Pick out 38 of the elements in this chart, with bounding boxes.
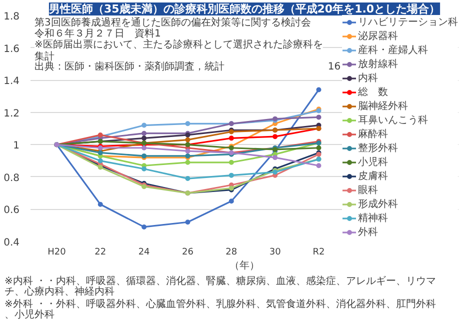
y-tick-label: 1.8 [4, 12, 20, 22]
y-tick-label: 0.8 [4, 172, 20, 184]
legend-label: 産科・産婦人科 [358, 44, 428, 57]
y-tick-label: 0.4 [4, 238, 20, 248]
legend-label: 放射線科 [358, 58, 398, 71]
x-tick-label: 28 [226, 248, 238, 258]
y-tick-label: 1.6 [4, 44, 20, 55]
text: 16 [328, 62, 341, 72]
x-tick-label: 30 [269, 248, 282, 258]
x-tick-label: H20 [48, 248, 66, 258]
legend-label: 泌尿器科 [358, 30, 398, 43]
text: ※外科 ・・外科、呼吸器外科、心臓血管外科、乳腺外科、気管食道外科、消化器外科、肛門外科、小児外科 [4, 298, 436, 320]
annotation: 出典：医師・歯科医師・薬剤師調査，統計 [34, 60, 224, 72]
legend-label: 総 数 [358, 86, 388, 99]
x-tick-label: 22 [94, 248, 106, 258]
y-tick-label: 1.4 [4, 76, 20, 88]
legend-label: 脳神経外科 [358, 100, 408, 113]
x-tick-label: R2 [312, 248, 325, 258]
legend-label: 皮膚科 [358, 170, 388, 183]
legend-label: リハビリテーション科 [358, 16, 458, 29]
legend-label: 眼科 [358, 184, 378, 197]
text: ※内科 ・・内科、呼吸器、循環器、消化器、腎臓、糖尿病、血液、感染症、アレルギー、リウマチ、心療内科、神経内科 [4, 275, 436, 298]
legend-label: 内科 [358, 72, 378, 85]
legend-label: 麻酔科 [358, 128, 388, 141]
y-tick-label: 0.6 [4, 205, 20, 216]
x-tick-label: 26 [182, 248, 194, 258]
annotation: 令和６年３月２７日 資料1 [34, 28, 161, 40]
legend-label: 耳鼻いんこう科 [358, 114, 428, 127]
legend-label: 精神科 [358, 212, 388, 225]
legend-label: 外科 [358, 226, 378, 239]
legend-label: 小児科 [358, 156, 388, 169]
legend-label: 形成外科 [358, 198, 398, 211]
x-tick-label: 24 [138, 248, 150, 258]
legend-label: 整形外科 [358, 142, 398, 155]
y-tick-label: 1 [13, 140, 20, 152]
y-tick-label: 1.2 [4, 108, 20, 120]
x-axis-title: （年） [230, 260, 260, 272]
annotation: 第3回医師養成過程を通じた医師の偏在対策等に関する検討会 [34, 16, 311, 28]
